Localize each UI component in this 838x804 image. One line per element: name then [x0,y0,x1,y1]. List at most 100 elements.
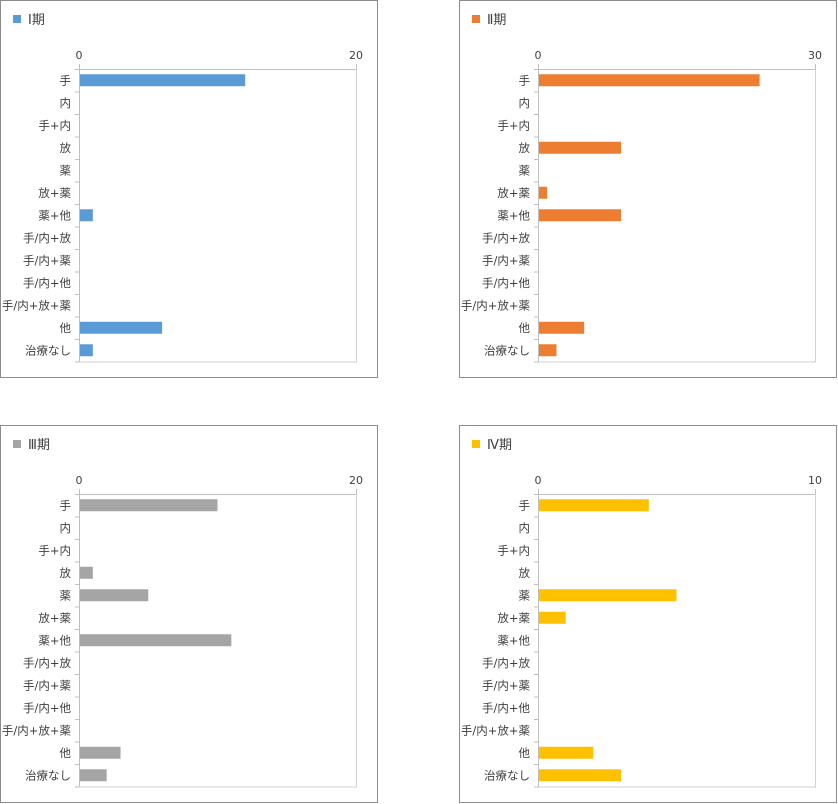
category-label: 薬 [60,588,72,602]
category-label: 手/内+放+薬 [461,298,531,312]
bar [80,499,218,512]
category-label: 内 [519,521,531,535]
x-tick-label: 0 [535,49,542,62]
bar [80,209,93,222]
bar [80,566,93,579]
category-label: 手 [60,73,72,87]
bar [539,186,548,199]
chart-panel-stage-1: Ⅰ期 0 20 手内手+内放薬放+薬 薬+他 手/内+放 手/内+薬 手/内+他 手/内+放+… [0,0,378,378]
plot-area [79,69,357,363]
chart-panel-stage-3: Ⅲ期 0 20 手内手+内放薬放+薬薬+他手/内+放手/内+薬手/内+他手/内+放+… [0,425,378,803]
legend: Ⅰ期 [13,9,45,28]
x-tick-label: 10 [808,474,822,487]
plot-area [538,494,816,788]
category-label: 他 [519,321,531,335]
legend-swatch [472,14,480,23]
category-label: 治療なし [484,343,530,357]
bar [80,589,149,602]
category-label: 手/内+放 [482,231,531,245]
chart-panel-stage-4: Ⅳ期 0 10 手内手+内放薬放+薬薬+他手/内+放手/内+薬手/内+他手/内+放+… [459,425,837,803]
x-tick-label: 20 [349,49,363,62]
category-label: 薬+他 [497,208,530,222]
bar [539,74,760,87]
chart-svg: 0 30 手内手+内放薬放+薬薬+他手/内+放手/内+薬手/内+他手/内+放+薬他治… [461,49,822,363]
category-label: 治療なし [484,768,530,782]
category-label: 手/内+放 [23,656,72,670]
category-label: 放 [60,141,72,155]
category-label: 手 [519,73,531,87]
bar [539,769,622,782]
legend-label: Ⅱ期 [487,13,507,28]
bar [539,499,649,512]
x-tick-label: 0 [76,49,83,62]
bar [80,769,107,782]
bar [539,321,585,334]
category-label: 薬 [60,163,72,177]
bar [539,209,622,222]
bar [80,344,93,357]
category-label: 手+内 [38,543,71,557]
category-label: 手+内 [497,543,530,557]
category-label: 治療なし [25,343,71,357]
category-label: 放+薬 [497,611,530,625]
category-label: 放+薬 [497,186,530,200]
category-label: 手/内+薬 [23,678,72,692]
bar [539,344,557,357]
bar [80,321,163,334]
legend-swatch [13,439,21,448]
category-label: 薬+他 [38,633,71,647]
legend-swatch [472,439,480,448]
bar [539,589,677,602]
category-label: 手/内+薬 [482,253,531,267]
category-label: 放 [519,141,531,155]
category-label: 手/内+薬 [482,678,531,692]
category-label: 薬+他 [38,208,71,222]
bar [539,141,622,154]
bar [80,746,121,759]
category-label: 放 [519,566,531,580]
legend-swatch [13,14,21,23]
category-label: 手/内+他 [23,276,72,290]
x-tick-label: 30 [808,49,822,62]
category-label: 放 [60,566,72,580]
category-label: 手/内+放+薬 [2,298,72,312]
category-label: 内 [519,96,531,110]
category-label: 手/内+他 [23,701,72,715]
category-label: 他 [519,746,531,760]
category-label: 手/内+他 [482,701,531,715]
x-tick-label: 20 [349,474,363,487]
category-label: 薬 [519,163,531,177]
category-label: 内 [60,96,72,110]
category-label: 他 [60,321,72,335]
legend: Ⅲ期 [13,434,50,453]
legend: Ⅱ期 [472,9,506,28]
category-label: 手/内+放+薬 [461,723,531,737]
category-label: 手/内+放+薬 [2,723,72,737]
category-label: 薬+他 [497,633,530,647]
category-label: 内 [60,521,72,535]
x-tick-label: 0 [535,474,542,487]
chart-panel-stage-2: Ⅱ期 0 30 手内手+内放薬放+薬薬+他手/内+放手/内+薬手/内+他手/内+放+… [459,0,837,378]
bar [80,634,232,647]
chart-svg: 0 20 手内手+内放薬放+薬薬+他手/内+放手/内+薬手/内+他手/内+放+薬他治… [2,49,363,363]
category-label: 手+内 [497,118,530,132]
category-label: 手/内+放 [482,656,531,670]
bar [80,74,246,87]
category-label: 薬 [519,588,531,602]
category-label: 手/内+薬 [23,253,72,267]
category-label: 手 [519,498,531,512]
legend-label: Ⅳ期 [487,438,512,453]
chart-svg: 0 10 手内手+内放薬放+薬薬+他手/内+放手/内+薬手/内+他手/内+放+薬他治… [461,474,822,788]
category-label: 手 [60,498,72,512]
chart-svg: 0 20 手内手+内放薬放+薬薬+他手/内+放手/内+薬手/内+他手/内+放+薬他治… [2,474,363,788]
category-label: 治療なし [25,768,71,782]
x-tick-label: 0 [76,474,83,487]
category-label: 手/内+他 [482,276,531,290]
bar [539,746,594,759]
bar [539,611,566,624]
category-label: 手/内+放 [23,231,72,245]
legend: Ⅳ期 [472,434,512,453]
legend-label: Ⅲ期 [28,438,50,453]
legend-label: Ⅰ期 [28,13,45,28]
category-label: 放+薬 [38,611,71,625]
